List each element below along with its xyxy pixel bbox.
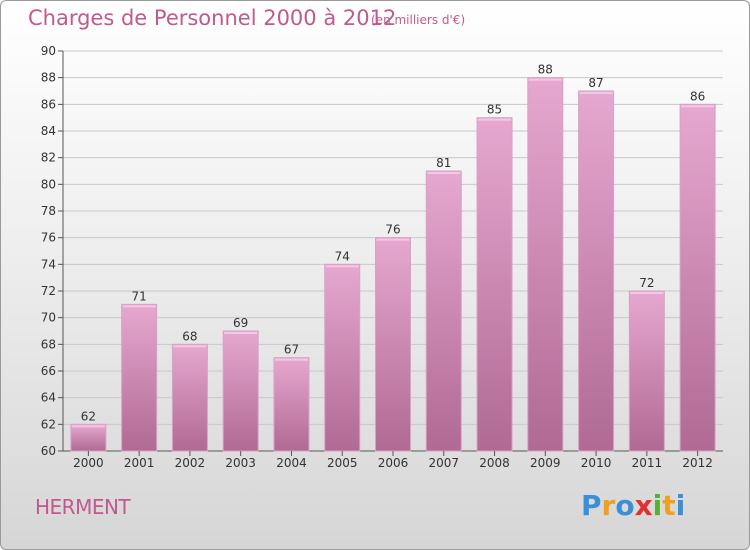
bar-highlight [478, 118, 512, 121]
bar [171, 343, 208, 452]
bar-highlight [325, 265, 359, 268]
bar [273, 357, 310, 452]
y-tick-label: 74 [41, 257, 56, 271]
bar [425, 170, 462, 452]
logo-letter: t [662, 489, 676, 522]
x-tick-label: 2000 [73, 456, 104, 470]
bar-value-label: 88 [538, 63, 553, 77]
bar [476, 117, 513, 452]
bar-highlight [427, 172, 461, 174]
bar-highlight [71, 425, 105, 428]
bar [70, 423, 107, 452]
x-tick-label: 2010 [581, 456, 612, 470]
y-tick-label: 82 [41, 151, 56, 165]
bar-value-label: 86 [690, 89, 705, 103]
bar [121, 303, 158, 452]
bar-highlight [274, 358, 308, 361]
y-tick-label: 86 [41, 97, 56, 111]
bar-value-label: 72 [639, 276, 654, 290]
logo-letter: r [601, 489, 616, 522]
bar [628, 290, 665, 452]
bar-chart: 60 62 64 66 68 70 72 74 76 78 80 82 84 86 88 90 62 2000 71… [41, 44, 723, 470]
bar-highlight [579, 92, 613, 94]
x-tick-label: 2003 [225, 456, 256, 470]
bar-highlight [122, 305, 156, 308]
x-tick-label: 2011 [632, 456, 663, 470]
y-tick-label: 72 [41, 284, 56, 298]
logo-letter: o [615, 489, 635, 522]
bar [578, 90, 615, 452]
y-tick-label: 70 [41, 311, 56, 325]
logo-letter: P [581, 489, 602, 522]
logo-letter: x [634, 489, 653, 522]
logo-letter: i [675, 489, 686, 522]
bar-value-label: 68 [182, 329, 197, 343]
x-tick-label: 2012 [682, 456, 713, 470]
x-tick-label: 2009 [530, 456, 561, 470]
bar-highlight [173, 345, 207, 348]
y-tick-label: 76 [41, 231, 56, 245]
x-tick-label: 2005 [327, 456, 358, 470]
y-tick-label: 60 [41, 444, 56, 458]
bar-value-label: 85 [487, 103, 502, 117]
y-tick-label: 84 [41, 124, 56, 138]
bar-value-label: 71 [132, 289, 147, 303]
chart-subtitle: (en milliers d'€) [371, 13, 466, 27]
y-tick-label: 88 [41, 71, 56, 85]
y-tick-label: 64 [41, 391, 56, 405]
bar-highlight [528, 78, 562, 81]
y-tick-label: 66 [41, 364, 56, 378]
place-name: HERMENT [35, 495, 131, 519]
x-tick-label: 2001 [124, 456, 155, 470]
bar-highlight [630, 292, 664, 294]
x-tick-label: 2007 [428, 456, 459, 470]
bar-value-label: 67 [284, 343, 299, 357]
bar-highlight [376, 238, 410, 241]
proxiti-logo: Proxiti [581, 489, 685, 522]
logo-letter: i [652, 489, 663, 522]
bar-value-label: 62 [81, 409, 96, 423]
y-tick-label: 80 [41, 177, 56, 191]
bar [679, 103, 716, 452]
bar [324, 263, 361, 452]
bar-highlight [681, 105, 715, 108]
y-tick-label: 62 [41, 417, 56, 431]
bar-value-label: 69 [233, 316, 248, 330]
chart-title: Charges de Personnel 2000 à 2012 [28, 6, 397, 30]
bar-value-label: 74 [335, 249, 350, 263]
bar-value-label: 87 [588, 76, 603, 90]
bar-value-label: 76 [385, 223, 400, 237]
bar [527, 77, 564, 452]
bar-value-label: 81 [436, 156, 451, 170]
y-tick-label: 78 [41, 204, 56, 218]
bar [375, 237, 411, 452]
x-tick-label: 2002 [175, 456, 206, 470]
x-tick-label: 2006 [378, 456, 409, 470]
x-tick-label: 2008 [479, 456, 510, 470]
bar [222, 330, 259, 452]
x-tick-label: 2004 [276, 456, 307, 470]
bar-highlight [224, 332, 258, 334]
y-tick-label: 90 [41, 44, 56, 58]
y-tick-label: 68 [41, 337, 56, 351]
